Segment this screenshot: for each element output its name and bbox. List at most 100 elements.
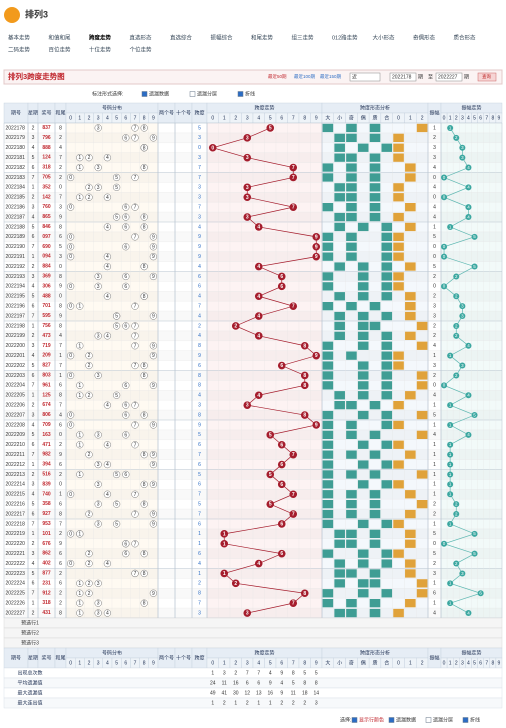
digit: 7 bbox=[48, 125, 51, 131]
span: 3 bbox=[198, 214, 201, 220]
column-label: 2 bbox=[455, 660, 458, 666]
span: 6 bbox=[198, 284, 201, 290]
digit-ball bbox=[94, 599, 102, 607]
digit-ball-label: 1 bbox=[78, 393, 81, 399]
digit-ball bbox=[149, 243, 158, 251]
nav-link[interactable]: 012路走势 bbox=[332, 33, 358, 41]
nav-link[interactable]: 奇偶形态 bbox=[413, 33, 436, 41]
from-input[interactable] bbox=[389, 72, 417, 82]
nav-link[interactable]: 二码走势 bbox=[8, 45, 31, 53]
stats-value: 1 bbox=[269, 700, 272, 706]
digit-ball-label: 7 bbox=[134, 571, 137, 577]
span-ball-label: 7 bbox=[292, 452, 295, 458]
digit-ball bbox=[94, 282, 102, 291]
issue: 2022191 bbox=[6, 254, 26, 260]
tail: 0 bbox=[59, 482, 62, 488]
column-label: 1 bbox=[449, 115, 452, 121]
digit: 4 bbox=[45, 492, 48, 498]
digit-ball bbox=[66, 530, 75, 538]
checkbox[interactable] bbox=[237, 91, 244, 97]
digit: 7 bbox=[42, 343, 45, 349]
shape-cell bbox=[346, 242, 357, 251]
digit-ball bbox=[76, 530, 84, 538]
digit: 5 bbox=[48, 175, 51, 181]
issue: 2022226 bbox=[6, 600, 26, 606]
header-label: 期号 bbox=[11, 110, 21, 116]
digit: 2 bbox=[48, 551, 51, 557]
week: 5 bbox=[32, 294, 35, 300]
span-ball-label: 6 bbox=[280, 363, 283, 369]
amp-ball bbox=[453, 501, 460, 508]
header-label: 奖号 bbox=[41, 109, 51, 116]
shape-cell bbox=[369, 579, 381, 588]
nav-link[interactable]: 大小形态 bbox=[373, 33, 396, 41]
amp-ball-label: 0 bbox=[443, 244, 446, 249]
checkbox[interactable] bbox=[462, 717, 469, 723]
nav-link[interactable]: 和尾走势 bbox=[251, 33, 274, 41]
draw-number: 318 bbox=[42, 600, 51, 606]
query-button[interactable] bbox=[477, 72, 497, 82]
digit-ball-label: 8 bbox=[143, 571, 146, 577]
shape-cell bbox=[416, 123, 428, 133]
column-label: 1 bbox=[449, 660, 452, 666]
digit-ball-label: 6 bbox=[124, 224, 127, 230]
digit-ball-label: 6 bbox=[124, 284, 127, 290]
nav-link[interactable]: 质合形态 bbox=[454, 33, 477, 41]
checkbox[interactable] bbox=[351, 717, 358, 723]
checkbox[interactable] bbox=[141, 91, 148, 97]
span-ball bbox=[243, 609, 252, 617]
header-label: 星期 bbox=[28, 655, 38, 661]
digit-ball bbox=[103, 490, 112, 498]
nav-link[interactable]: 振幅综合 bbox=[211, 33, 234, 41]
nav-link[interactable]: 直选形态 bbox=[130, 33, 153, 41]
amp-ball bbox=[441, 283, 448, 290]
tail: 0 bbox=[59, 432, 62, 438]
recent-link[interactable]: 最近150期 bbox=[320, 73, 342, 80]
digit: 8 bbox=[42, 412, 45, 418]
shape-cell bbox=[369, 133, 381, 142]
amp-ball-label: 2 bbox=[455, 502, 458, 507]
column-label: 3 bbox=[461, 660, 464, 666]
nav-link[interactable]: 和值和尾 bbox=[49, 33, 72, 41]
nav-link[interactable]: 组三走势 bbox=[292, 33, 315, 41]
amp: 3 bbox=[433, 571, 436, 577]
digit-ball-label: 8 bbox=[143, 215, 146, 221]
nav-link[interactable]: 跨度走势 bbox=[89, 33, 112, 41]
recent-link[interactable]: 最近100期 bbox=[294, 73, 316, 80]
amp: 1 bbox=[433, 442, 436, 448]
amp-ball-label: 1 bbox=[449, 403, 452, 408]
shape-cell bbox=[322, 302, 334, 311]
digit-ball bbox=[94, 124, 102, 132]
week: 6 bbox=[32, 511, 35, 517]
nav-link[interactable]: 直选综合 bbox=[170, 33, 193, 41]
issue: 2022209 bbox=[6, 432, 26, 438]
to-input[interactable] bbox=[435, 72, 463, 82]
week: 6 bbox=[32, 581, 35, 587]
shape-cell bbox=[334, 222, 345, 232]
week: 1 bbox=[32, 531, 35, 537]
shape-cell bbox=[381, 282, 393, 291]
nav-link[interactable]: 基本走势 bbox=[8, 33, 31, 41]
shape-cell bbox=[381, 272, 393, 281]
digit-ball bbox=[85, 559, 93, 568]
digit: 7 bbox=[48, 571, 51, 577]
checkbox[interactable] bbox=[189, 91, 196, 97]
select-box[interactable] bbox=[349, 72, 381, 82]
recent-link[interactable]: 最近50期 bbox=[268, 73, 287, 80]
column-label: 0 bbox=[397, 115, 400, 121]
shape-cell bbox=[357, 589, 369, 598]
nav-link[interactable]: 十位走势 bbox=[89, 45, 112, 53]
amp-ball bbox=[471, 550, 478, 557]
span-ball bbox=[300, 371, 309, 380]
header-label: 振幅走势 bbox=[461, 104, 481, 111]
digit: 7 bbox=[45, 402, 48, 408]
digit-ball bbox=[76, 431, 84, 439]
checkbox[interactable] bbox=[388, 717, 395, 723]
digit: 0 bbox=[45, 422, 48, 428]
shape-cell bbox=[334, 569, 345, 578]
nav-link[interactable]: 百位走势 bbox=[49, 45, 72, 53]
digit-ball bbox=[76, 381, 84, 390]
checkbox[interactable] bbox=[425, 717, 432, 723]
shape-cell bbox=[381, 440, 393, 449]
nav-link[interactable]: 个位走势 bbox=[130, 45, 153, 53]
